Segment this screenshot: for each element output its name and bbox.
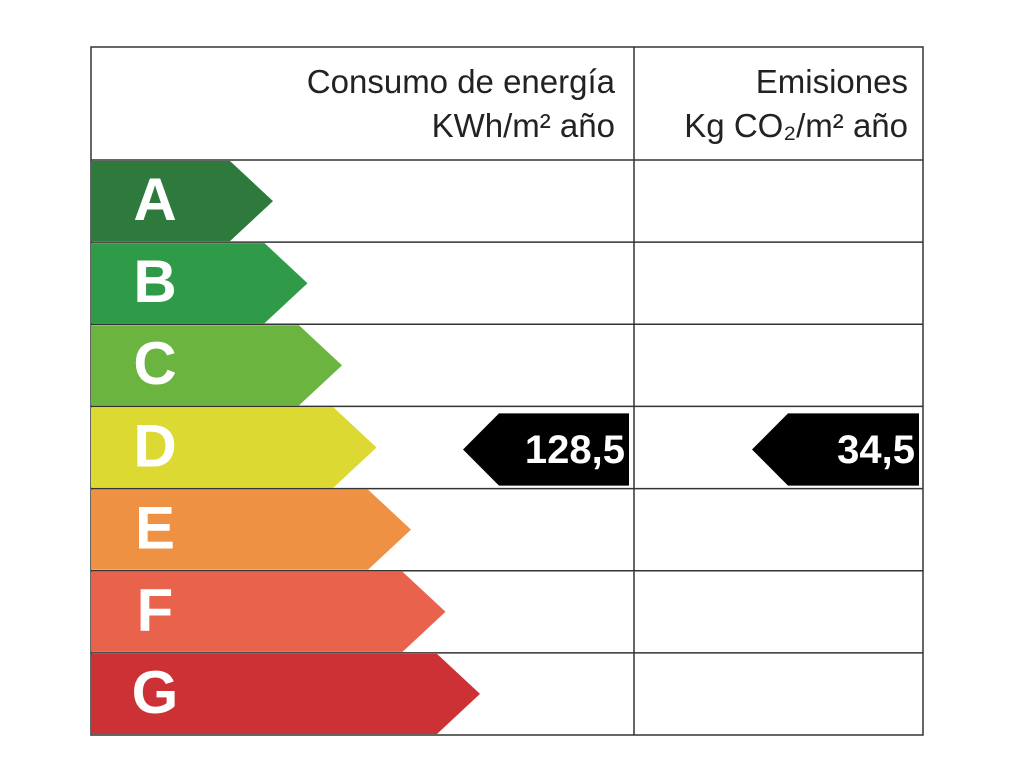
class-letter: G [132, 659, 179, 726]
class-letter: F [137, 577, 174, 644]
consumption-unit: KWh/m² año [432, 107, 615, 144]
class-arrow [91, 489, 411, 570]
class-arrow [91, 243, 308, 324]
class-arrow [91, 571, 446, 652]
value-label: 128,5 [525, 428, 625, 472]
class-letter: E [135, 494, 175, 561]
emissions-unit: Kg CO₂/m² año [684, 107, 908, 144]
emissions-title: Emisiones [756, 63, 908, 100]
class-arrow [91, 325, 342, 406]
consumption-title: Consumo de energía [307, 63, 616, 100]
class-letter: A [133, 166, 176, 233]
value-tag [752, 413, 919, 486]
class-arrow [91, 161, 273, 242]
value-tag [463, 413, 629, 486]
class-letter: C [133, 330, 176, 397]
class-letter: D [133, 412, 176, 479]
class-arrow [91, 653, 480, 734]
value-label: 34,5 [837, 428, 915, 472]
class-letter: B [133, 248, 176, 315]
class-arrow [91, 407, 377, 488]
